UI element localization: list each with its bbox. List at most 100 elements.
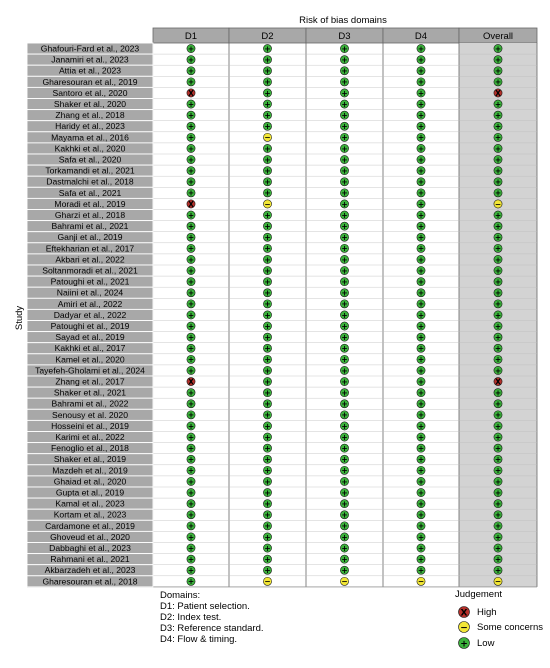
judgement-mark-low-d4: +	[417, 455, 425, 464]
judgement-mark-low-d4: +	[417, 311, 425, 320]
judgement-mark-low-d4: +	[417, 277, 425, 286]
judgement-mark-low-d1: +	[187, 522, 195, 531]
judgement-symbol: +	[418, 189, 424, 198]
judgement-mark-low-d3: +	[340, 311, 348, 320]
judgement-mark-low-overall: +	[494, 244, 502, 253]
judgement-symbol: +	[188, 488, 194, 497]
judgement-symbol: +	[264, 466, 270, 475]
judgement-symbol: +	[341, 533, 347, 542]
judgement-symbol: +	[264, 344, 270, 353]
judgement-mark-low-d2: +	[263, 166, 271, 175]
judgement-symbol: +	[188, 111, 194, 120]
column-header-d3: D3	[338, 31, 350, 42]
judgement-symbol: +	[188, 211, 194, 220]
judgement-mark-low-d4: +	[417, 233, 425, 242]
judgement-mark-low-overall: +	[494, 44, 502, 53]
judgement-mark-low-overall: +	[494, 255, 502, 264]
judgement-mark-low-d1: +	[187, 178, 195, 187]
judgement-mark-low-d1: +	[187, 189, 195, 198]
judgement-symbol: +	[341, 144, 347, 153]
judgement-symbol: +	[188, 477, 194, 486]
study-label: Ghafouri-Fard et al., 2023	[41, 44, 140, 54]
judgement-symbol: +	[495, 111, 501, 120]
judgement-symbol: X	[188, 89, 194, 98]
judgement-mark-low-d3: +	[340, 122, 348, 131]
judgement-symbol: +	[341, 222, 347, 231]
judgement-mark-low-d4: +	[417, 55, 425, 64]
judgement-symbol: +	[495, 78, 501, 87]
judgement-mark-low-d4: +	[417, 133, 425, 142]
judgement-symbol: +	[418, 266, 424, 275]
judgement-symbol: +	[495, 144, 501, 153]
judgement-mark-low-d3: +	[340, 566, 348, 575]
judgement-mark-low-d4: +	[417, 544, 425, 553]
judgement-symbol: +	[418, 400, 424, 409]
judgement-symbol: +	[418, 55, 424, 64]
judgement-mark-low-d4: +	[417, 211, 425, 220]
judgement-mark-low-overall: +	[494, 544, 502, 553]
judgement-mark-low-d3: +	[340, 200, 348, 209]
judgement-mark-low-d3: +	[340, 444, 348, 453]
study-label: Bahrami et al., 2021	[52, 221, 129, 231]
judgement-mark-low-d2: +	[263, 400, 271, 409]
judgement-symbol: +	[341, 511, 347, 520]
judgement-symbol: +	[495, 488, 501, 497]
judgement-symbol: +	[264, 377, 270, 386]
judgement-mark-low-d3: +	[340, 55, 348, 64]
judgement-mark-low-d3: +	[340, 277, 348, 286]
judgement-symbol: +	[264, 189, 270, 198]
legend-title: Judgement	[455, 589, 502, 600]
study-label: Hosseini et al., 2019	[51, 421, 129, 431]
judgement-symbol: +	[188, 233, 194, 242]
judgement-mark-low-overall: +	[494, 466, 502, 475]
judgement-symbol: +	[495, 211, 501, 220]
judgement-mark-low-d2: +	[263, 533, 271, 542]
judgement-mark-low-d3: +	[340, 144, 348, 153]
judgement-symbol: +	[341, 466, 347, 475]
judgement-mark-low-d4: +	[417, 200, 425, 209]
judgement-symbol: +	[264, 178, 270, 187]
judgement-mark-low-d3: +	[340, 466, 348, 475]
judgement-mark-low-d2: +	[263, 388, 271, 397]
judgement-mark-low-d4: +	[417, 444, 425, 453]
judgement-mark-low-d4: +	[417, 100, 425, 109]
judgement-mark-low-d1: +	[187, 67, 195, 76]
judgement-mark-low-d1: +	[187, 100, 195, 109]
judgement-symbol: +	[188, 244, 194, 253]
judgement-symbol: +	[418, 377, 424, 386]
judgement-mark-low-d2: +	[263, 322, 271, 331]
judgement-mark-low-d3: +	[340, 44, 348, 53]
judgement-symbol: +	[341, 200, 347, 209]
judgement-symbol: +	[188, 577, 194, 586]
judgement-mark-low-d1: +	[187, 511, 195, 520]
judgement-mark-low-overall: +	[494, 55, 502, 64]
judgement-symbol: +	[264, 444, 270, 453]
judgement-mark-low-d1: +	[187, 444, 195, 453]
judgement-mark-some-overall: −	[494, 577, 502, 586]
judgement-mark-low-d1: +	[187, 466, 195, 475]
study-label: Akbari et al., 2022	[55, 254, 124, 264]
study-label: Kamel et al., 2020	[55, 354, 124, 364]
judgement-symbol: +	[264, 388, 270, 397]
judgement-mark-low-d1: +	[187, 144, 195, 153]
judgement-mark-low-d1: +	[187, 44, 195, 53]
judgement-symbol: +	[418, 222, 424, 231]
judgement-symbol: +	[418, 178, 424, 187]
judgement-symbol: −	[264, 200, 270, 209]
study-label: Zhang et al., 2017	[55, 377, 124, 387]
study-label: Janamiri et al., 2023	[51, 55, 129, 65]
judgement-mark-low-d2: +	[263, 433, 271, 442]
study-label: Patoughi et al., 2019	[51, 321, 130, 331]
judgement-mark-low-d2: +	[263, 300, 271, 309]
judgement-mark-low-d3: +	[340, 233, 348, 242]
judgement-mark-low-d2: +	[263, 555, 271, 564]
judgement-mark-low-d1: +	[187, 166, 195, 175]
judgement-symbol: +	[495, 400, 501, 409]
judgement-mark-low-d1: +	[187, 122, 195, 131]
judgement-symbol: +	[495, 100, 501, 109]
judgement-mark-low-d4: +	[417, 255, 425, 264]
judgement-symbol: +	[188, 277, 194, 286]
judgement-symbol: +	[188, 433, 194, 442]
judgement-symbol: +	[418, 89, 424, 98]
